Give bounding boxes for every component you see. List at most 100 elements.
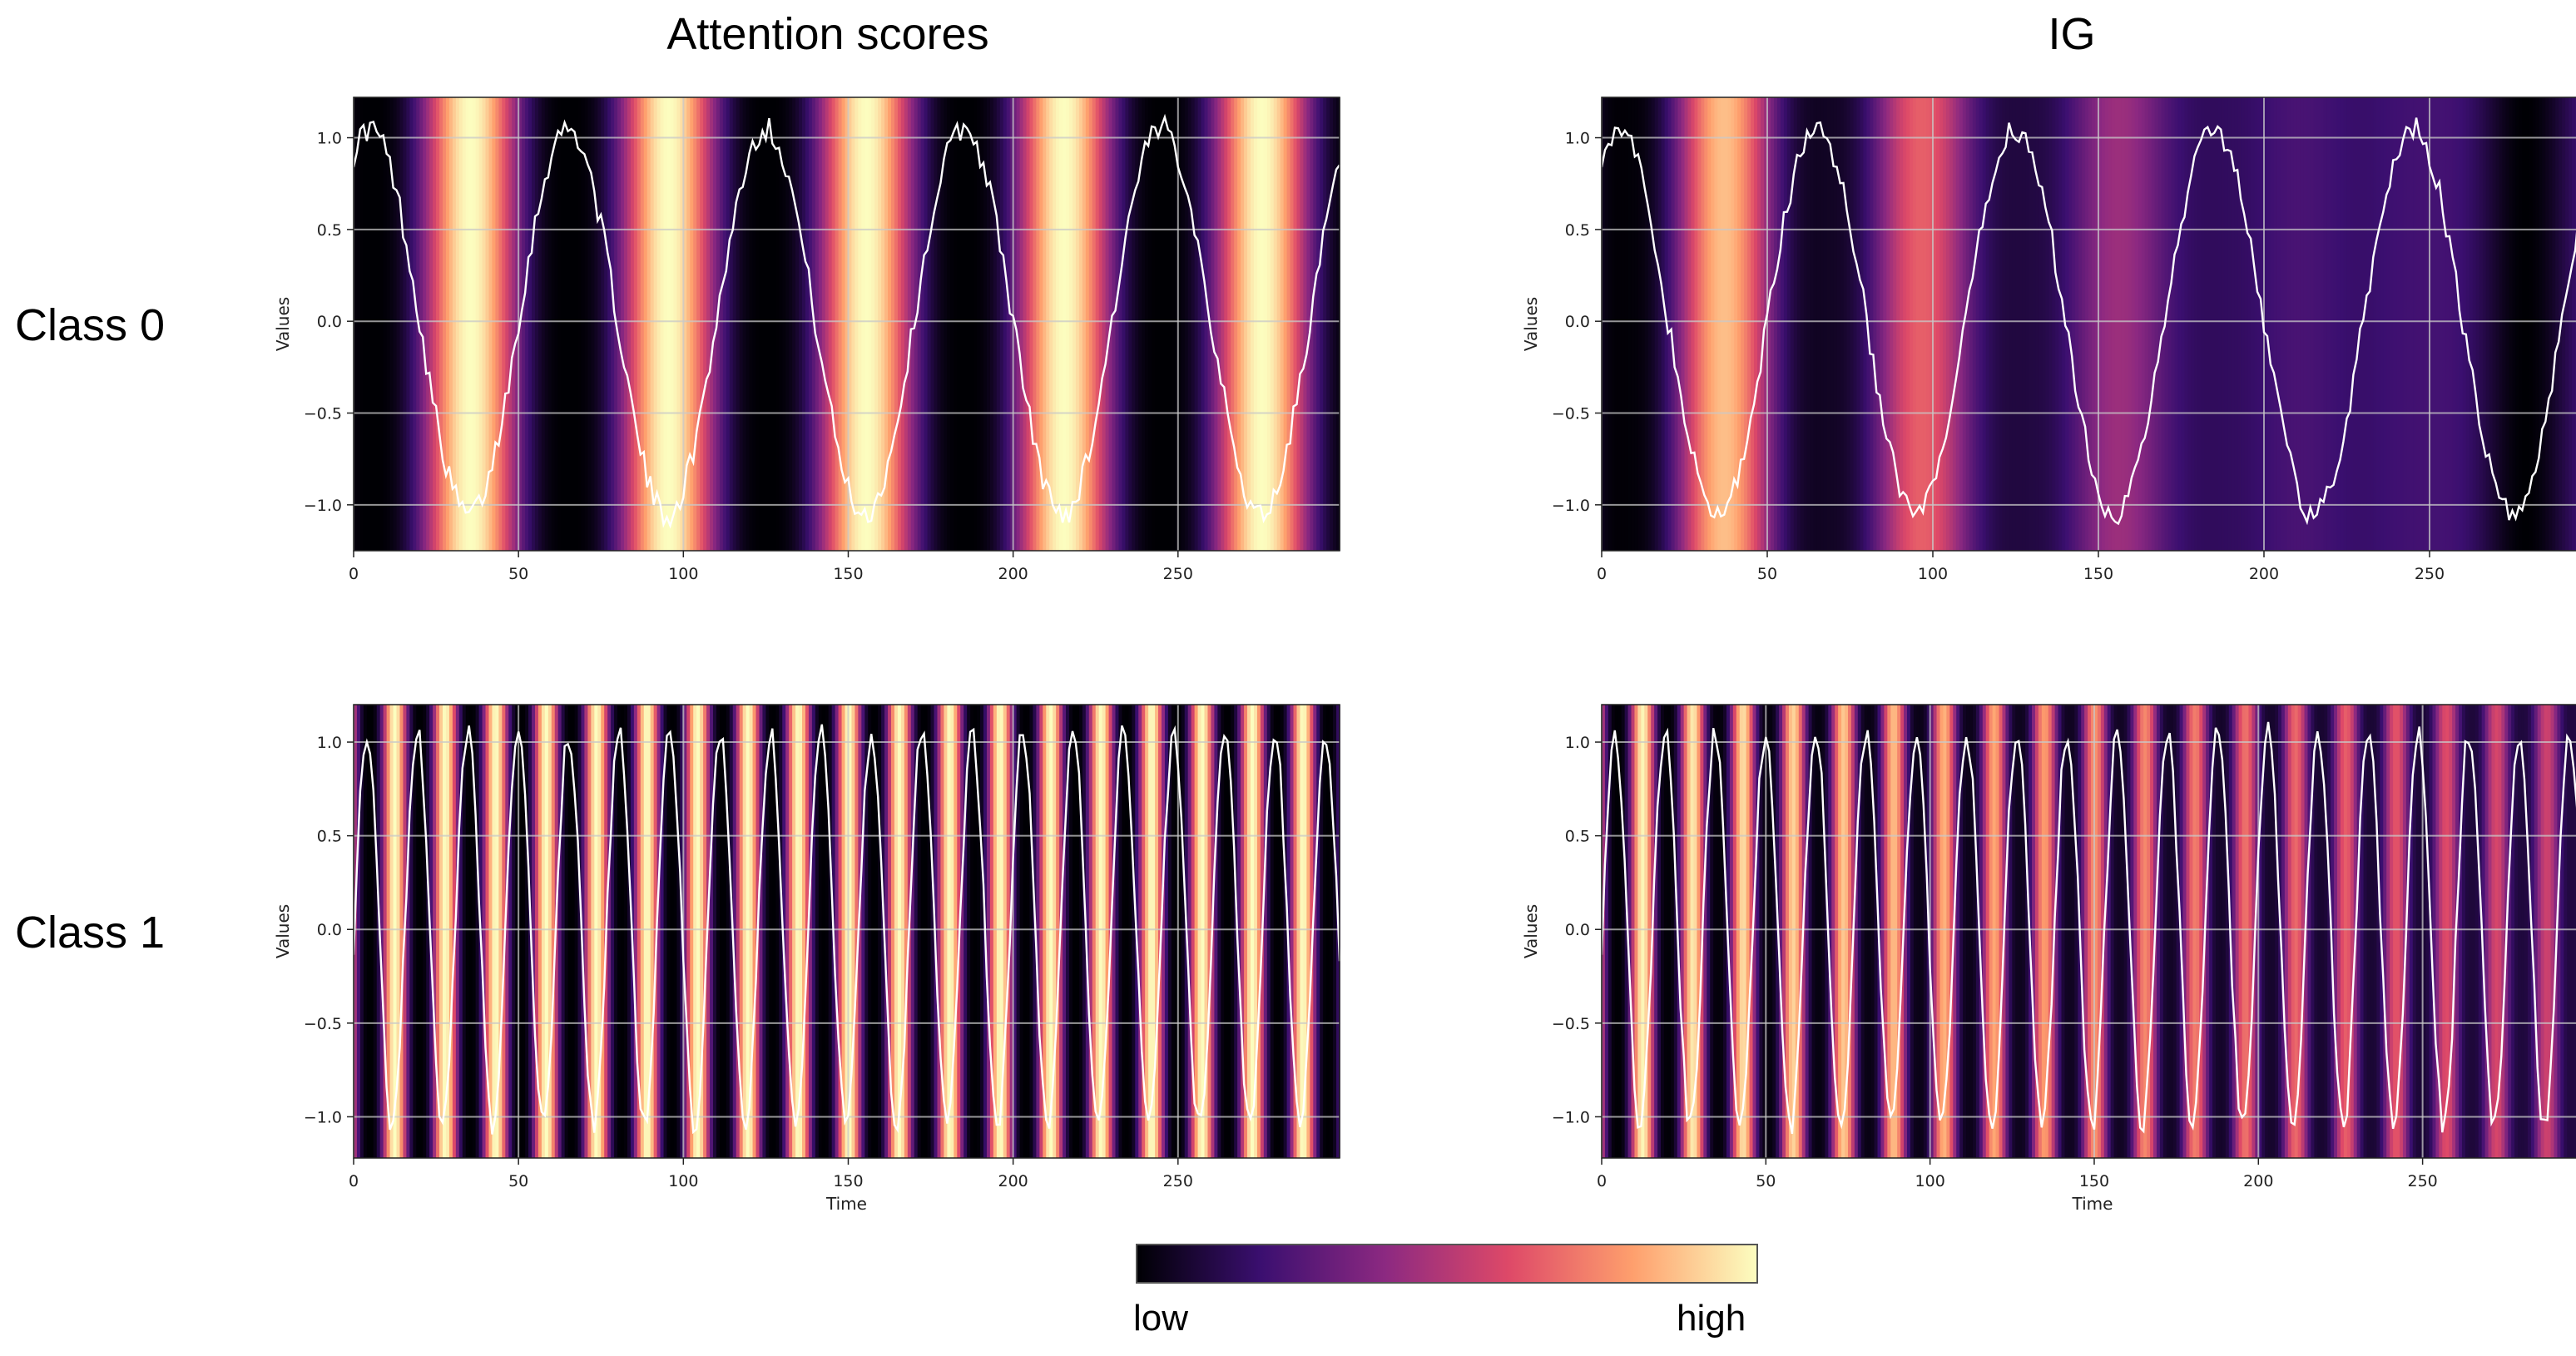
heat-cell [874, 705, 879, 1158]
heat-cell [1751, 97, 1755, 551]
heat-cell [2103, 705, 2108, 1158]
heat-cell [2221, 97, 2226, 551]
heat-cell [690, 97, 695, 551]
heat-cell [693, 705, 697, 1158]
heat-cell [2247, 97, 2252, 551]
heat-cell [2164, 97, 2169, 551]
heat-cell [2068, 705, 2073, 1158]
heat-cell [1617, 97, 1622, 551]
heat-cell [2009, 97, 2014, 551]
y-tick-label: 1.0 [317, 734, 342, 752]
heat-cell [627, 705, 632, 1158]
heat-cell [2435, 705, 2440, 1158]
heat-cell [1221, 705, 1226, 1158]
heat-cell [858, 705, 863, 1158]
heat-cell [2400, 97, 2404, 551]
heat-cell [1191, 97, 1196, 551]
heat-cell [1641, 705, 1646, 1158]
heat-cell [1933, 705, 1938, 1158]
heat-cell [2327, 705, 2331, 1158]
heat-cell [1935, 97, 1940, 551]
heat-cell [670, 97, 675, 551]
heat-cell [2405, 705, 2410, 1158]
heat-cell [2310, 97, 2315, 551]
heat-cell [2293, 97, 2298, 551]
heat-cell [646, 97, 651, 551]
heat-cell [977, 705, 981, 1158]
signal-line [352, 113, 1340, 529]
heat-cell [1003, 705, 1008, 1158]
heat-cell [2192, 705, 2197, 1158]
heat-cell [1224, 705, 1229, 1158]
y-tick-label: 0.0 [317, 921, 342, 939]
heat-cell [795, 705, 800, 1158]
heat-cell [2390, 705, 2394, 1158]
heat-cell [954, 705, 959, 1158]
heat-cell [1790, 97, 1795, 551]
heat-cell [864, 97, 869, 551]
x-tick-label: 200 [2249, 565, 2279, 583]
heat-cell [1654, 97, 1659, 551]
heat-cell [739, 97, 744, 551]
y-tick-label: −0.5 [304, 405, 342, 423]
heat-cell [1164, 705, 1169, 1158]
x-tick-label: 150 [833, 1172, 863, 1190]
heat-cell [2321, 705, 2326, 1158]
heat-cell [1075, 705, 1080, 1158]
heat-cell [2184, 97, 2189, 551]
heat-cell [1677, 705, 1682, 1158]
heat-cell [1930, 97, 1934, 551]
heat-cell [2412, 705, 2417, 1158]
heat-cell [1823, 97, 1828, 551]
heat-cell [1125, 705, 1130, 1158]
heat-cell [643, 705, 648, 1158]
x-tick-label: 200 [2243, 1172, 2273, 1190]
y-tick-label: 0.0 [317, 313, 342, 331]
heat-cell [2065, 97, 2069, 551]
heat-cell [1260, 97, 1265, 551]
heat-cell [1082, 97, 1087, 551]
heat-cell [2432, 97, 2437, 551]
x-tick-label: 0 [349, 565, 359, 583]
heat-cell [433, 97, 437, 551]
heat-cell [2537, 705, 2542, 1158]
heat-cell [1624, 97, 1629, 551]
heat-cell [594, 97, 599, 551]
heat-cell [1747, 97, 1751, 551]
heat-cell [581, 97, 586, 551]
heat-cell [1118, 97, 1123, 551]
heat-cell [1316, 705, 1321, 1158]
heat-cell [752, 705, 757, 1158]
heat-cell [808, 705, 813, 1158]
heat-cell [1710, 705, 1714, 1158]
heat-cell [1825, 705, 1830, 1158]
heat-cell [1717, 97, 1722, 551]
heat-cell [993, 97, 998, 551]
heat-cell [2005, 705, 2010, 1158]
heat-cell [2225, 705, 2230, 1158]
heat-cell [607, 97, 612, 551]
heat-cell [455, 705, 460, 1158]
heat-cell [1244, 705, 1248, 1158]
y-tick-label: 0.0 [1565, 313, 1590, 331]
heat-cell [2545, 97, 2550, 551]
heat-cell [472, 705, 477, 1158]
heat-cell [2088, 705, 2092, 1158]
heat-cell [551, 97, 556, 551]
heat-cell [2495, 97, 2500, 551]
heat-cell [1019, 705, 1024, 1158]
heat-cell [2097, 705, 2102, 1158]
heat-cell [967, 97, 971, 551]
heat-cell [1887, 705, 1892, 1158]
heat-cell [621, 705, 625, 1158]
signal-line [1600, 117, 2576, 526]
heat-cell [1979, 97, 1984, 551]
heat-cell [861, 97, 866, 551]
heat-cell [2508, 705, 2512, 1158]
heat-cell [2307, 705, 2312, 1158]
heat-cell [1059, 97, 1063, 551]
heat-cell [650, 705, 655, 1158]
heat-cell [393, 705, 398, 1158]
heat-cell [1846, 97, 1851, 551]
heat-cell [2574, 705, 2576, 1158]
